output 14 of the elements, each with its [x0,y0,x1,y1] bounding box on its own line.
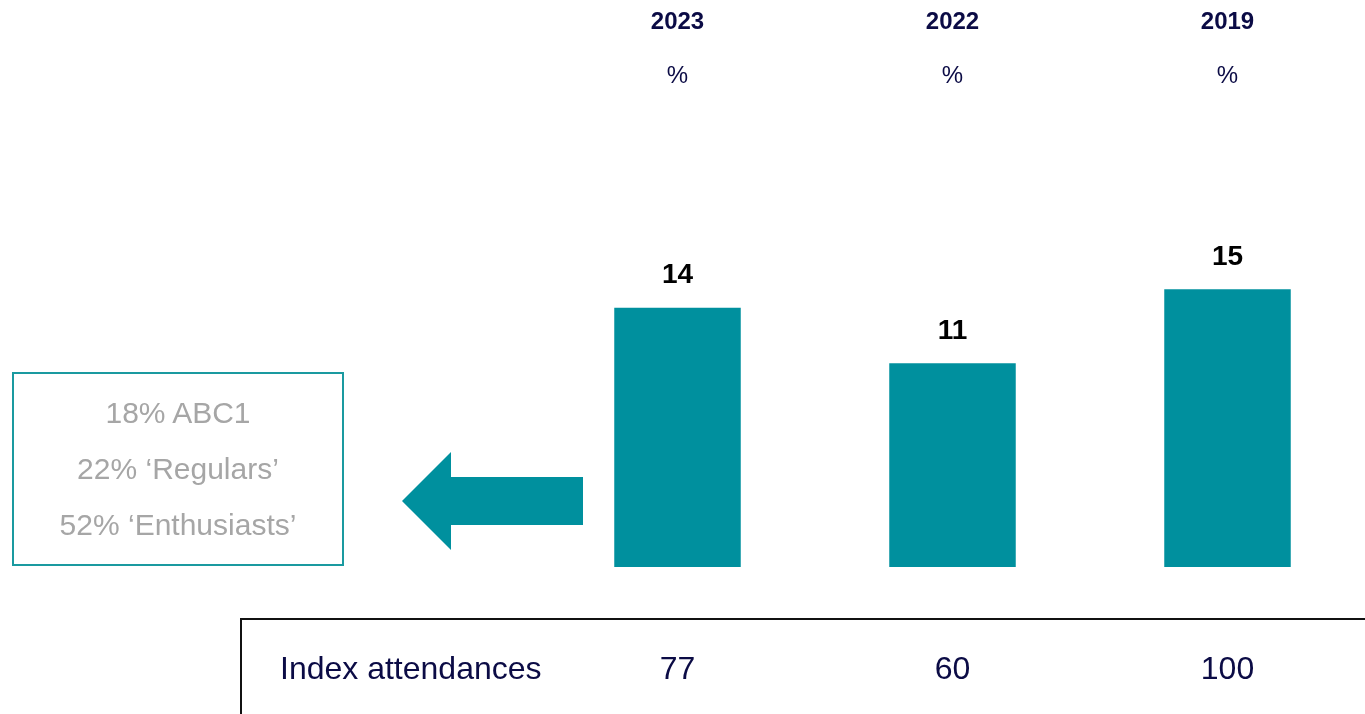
text: 60 [934,649,971,686]
text: % [1216,60,1239,88]
text: % [941,60,964,88]
x-tick-label: 2019 [1200,7,1255,35]
text: Index attendances [280,649,542,686]
y-axis-title: % [666,60,689,88]
x-tick-label: 2022 [925,7,980,35]
text: 100 [1200,649,1255,686]
data-label: 14 [661,258,694,290]
x-tick-label: 2023 [650,7,705,35]
data-label: 15 [1211,239,1244,271]
text: 77 [659,649,696,686]
note-box: 18% ABC1 22% ‘Regulars’ 52% ‘Enthusiasts’ [12,372,344,566]
data-label: 11 [937,314,968,346]
